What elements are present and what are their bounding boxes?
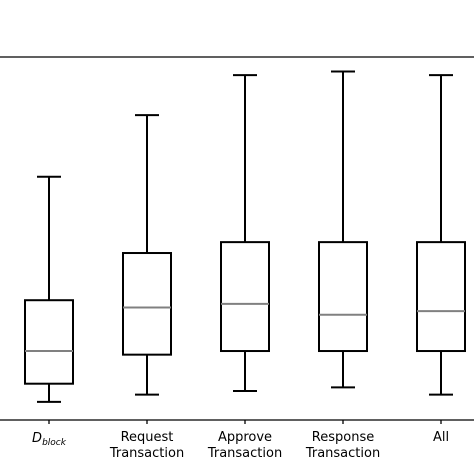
x-tick-label: Transaction — [305, 446, 380, 461]
plot-area — [24, 70, 466, 424]
x-tick-label: Response — [312, 430, 374, 445]
x-tick-label: Dblock — [32, 431, 67, 448]
x-tick-label: Approve — [218, 430, 272, 445]
box-group-2 — [122, 114, 172, 396]
box-group-5 — [416, 74, 466, 396]
box-iqr — [416, 241, 466, 353]
x-tick-label: Transaction — [207, 446, 282, 461]
x-tick-labels: Dblock RequestTransactionApproveTransacti… — [32, 430, 449, 461]
x-tick-label: Transaction — [109, 446, 184, 461]
box-iqr — [122, 252, 172, 356]
box-iqr — [220, 241, 270, 353]
x-tick-label: All — [433, 430, 449, 445]
box-iqr — [24, 299, 74, 385]
box-group-3 — [220, 74, 270, 392]
box-group-4 — [318, 70, 368, 389]
x-tick-label: Request — [121, 430, 174, 445]
box-group-1 — [24, 175, 74, 403]
box-iqr — [318, 241, 368, 353]
